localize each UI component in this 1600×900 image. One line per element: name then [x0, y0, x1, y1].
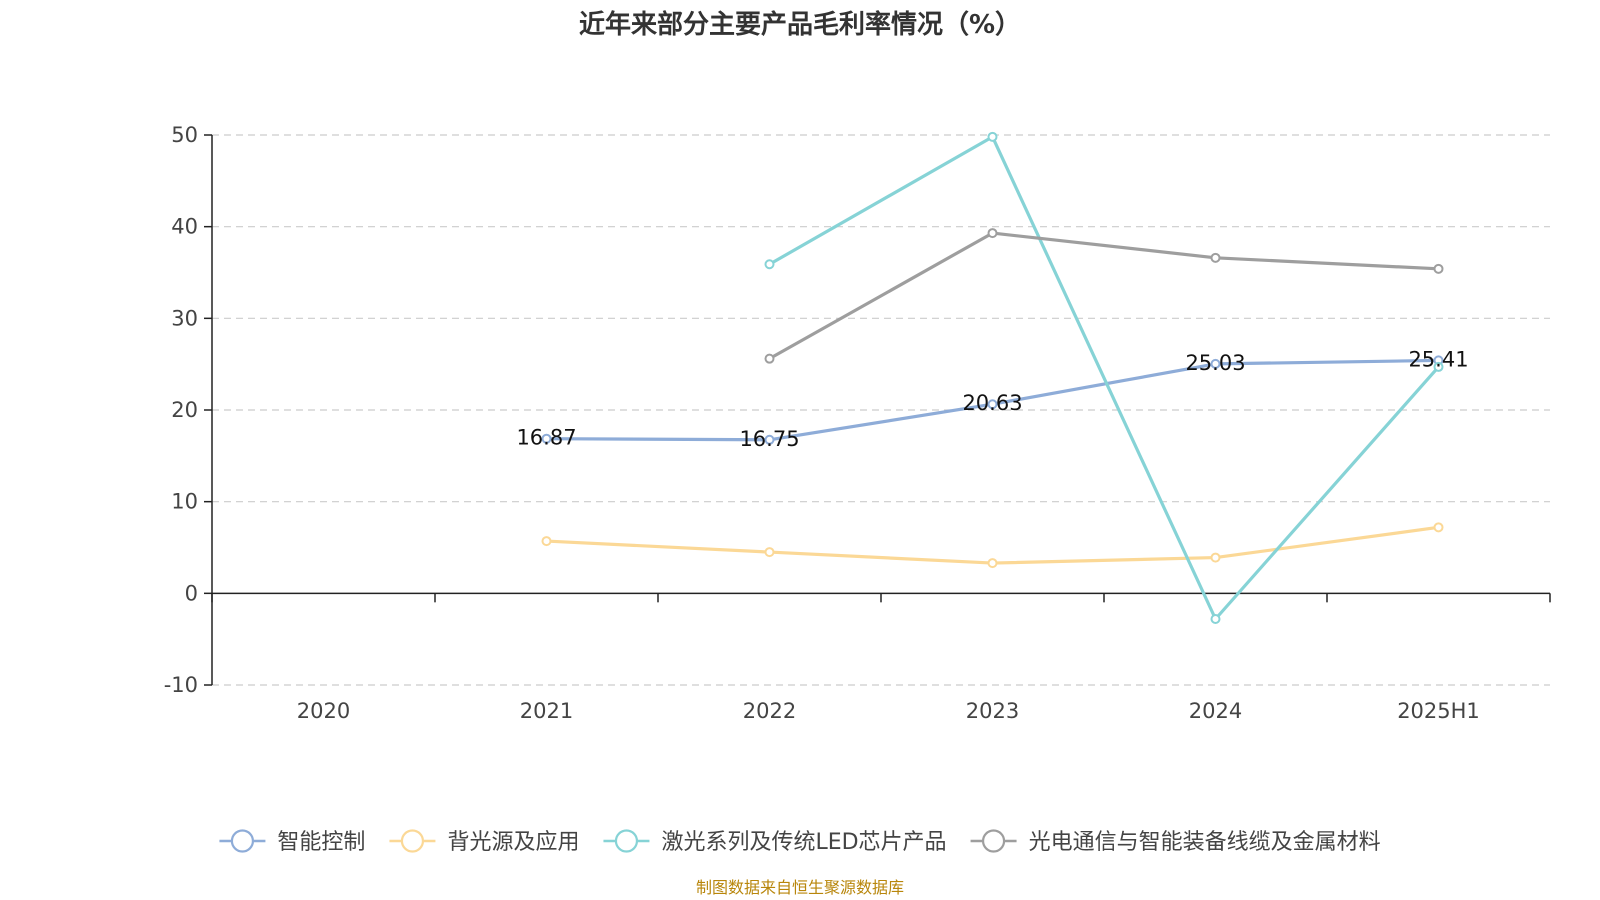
y-tick-label: 30: [171, 306, 198, 330]
series-line-3: [768, 231, 1439, 361]
data-point[interactable]: [987, 399, 998, 410]
y-tick-label: 50: [171, 123, 198, 147]
series-line-2: [768, 135, 1440, 621]
data-label: 25.41: [1408, 347, 1468, 371]
data-label: 25.03: [1185, 351, 1245, 375]
x-tick-label: 2020: [297, 699, 350, 723]
grid-lines: [212, 134, 1550, 686]
data-point[interactable]: [1433, 263, 1444, 274]
legend[interactable]: 智能控制 背光源及应用 激光系列及传统LED芯片产品 光电通信与智能装备线缆及金属材料: [219, 829, 1381, 855]
series-layer: [541, 131, 1444, 624]
legend-marker-icon: [981, 829, 1006, 853]
axes: 50 40 30 20 10 0 -10 2020 2021 2022 2023 2024 2025H1: [164, 123, 1551, 723]
data-label: 16.75: [739, 427, 799, 451]
y-tick-label: 20: [171, 398, 198, 422]
legend-label: 智能控制: [277, 830, 365, 855]
y-tick-label: -10: [164, 673, 198, 697]
legend-marker-icon: [400, 829, 425, 853]
data-point[interactable]: [1210, 252, 1221, 263]
data-label: 20.63: [962, 391, 1022, 415]
data-labels: 16.87 16.75 20.63 25.03 25.41: [516, 347, 1468, 450]
series-line-1: [546, 525, 1439, 565]
chart-title: 近年来部分主要产品毛利率情况（%）: [579, 9, 1021, 40]
data-point[interactable]: [764, 547, 775, 558]
data-point[interactable]: [987, 131, 998, 142]
data-point[interactable]: [1210, 552, 1221, 563]
y-tick-label: 40: [171, 215, 198, 239]
x-tick-label: 2022: [743, 699, 796, 723]
data-point[interactable]: [1210, 614, 1221, 624]
data-point[interactable]: [764, 259, 775, 270]
data-point[interactable]: [1433, 361, 1444, 372]
data-point[interactable]: [764, 353, 775, 364]
data-point[interactable]: [987, 228, 998, 239]
x-tick-label: 2021: [520, 699, 573, 723]
data-point[interactable]: [541, 536, 552, 547]
legend-label: 激光系列及传统LED芯片产品: [661, 830, 946, 855]
x-tick-label: 2023: [966, 699, 1019, 723]
legend-marker-icon: [614, 829, 639, 853]
data-point[interactable]: [764, 434, 775, 445]
legend-item-3[interactable]: 光电通信与智能装备线缆及金属材料: [970, 829, 1381, 855]
legend-item-1[interactable]: 背光源及应用: [389, 829, 579, 855]
data-point[interactable]: [1210, 358, 1221, 369]
data-point[interactable]: [541, 433, 552, 444]
y-tick-label: 0: [185, 581, 198, 605]
data-point[interactable]: [987, 558, 998, 569]
legend-item-2[interactable]: 激光系列及传统LED芯片产品: [603, 829, 947, 855]
data-point[interactable]: [1433, 522, 1444, 533]
x-tick-label: 2025H1: [1397, 699, 1480, 723]
legend-item-0[interactable]: 智能控制: [219, 829, 365, 855]
legend-label: 背光源及应用: [447, 830, 579, 855]
x-tick-label: 2024: [1189, 699, 1242, 723]
y-tick-label: 10: [171, 490, 198, 514]
data-label: 16.87: [516, 426, 576, 450]
legend-label: 光电通信与智能装备线缆及金属材料: [1029, 830, 1381, 855]
legend-marker-icon: [230, 829, 255, 853]
source-note: 制图数据来自恒生聚源数据库: [696, 878, 904, 897]
